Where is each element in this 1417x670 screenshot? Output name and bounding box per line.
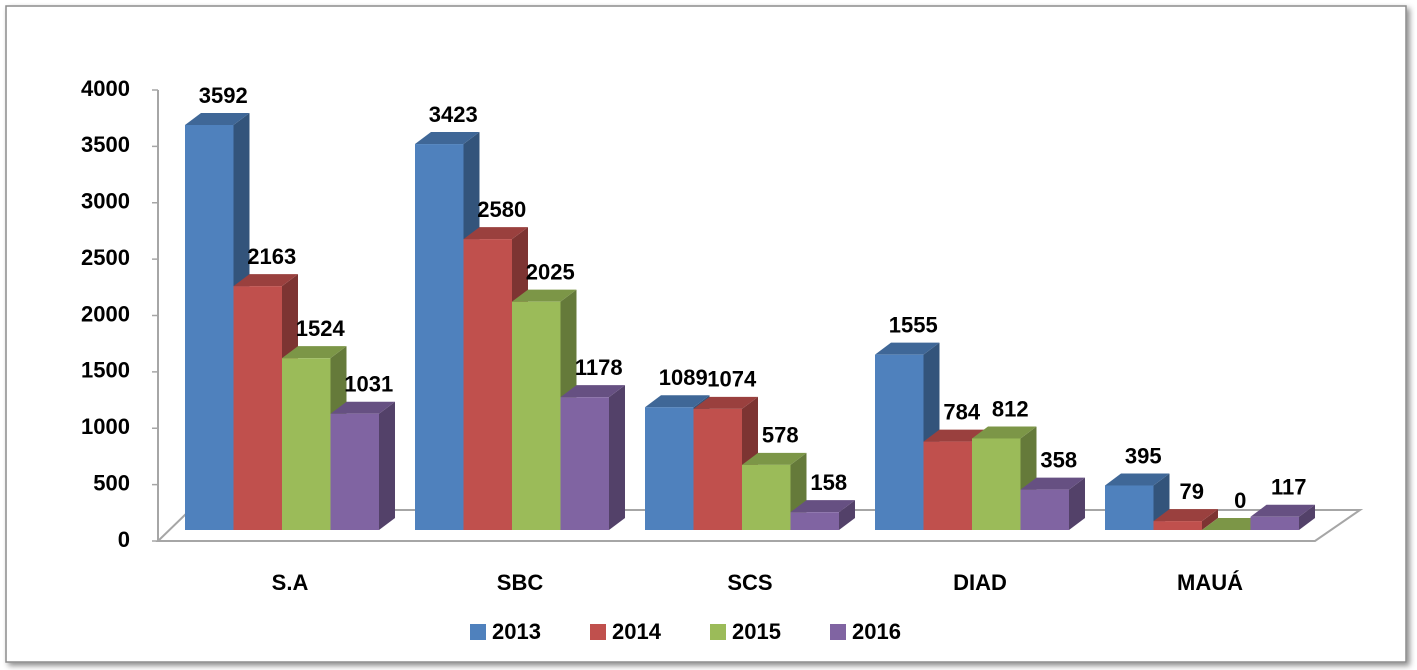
y-tick-label: 0	[118, 527, 130, 552]
bar	[463, 239, 512, 531]
y-tick-label: 2000	[81, 301, 130, 326]
bar	[1153, 521, 1202, 530]
bar	[330, 413, 379, 530]
y-tick-label: 4000	[81, 76, 130, 101]
x-tick-label: MAUÁ	[1177, 570, 1243, 595]
bar	[972, 438, 1021, 530]
legend-swatch	[590, 624, 606, 640]
bar-side	[379, 401, 395, 530]
bar	[233, 286, 282, 530]
bar	[875, 354, 924, 530]
data-label: 0	[1234, 488, 1246, 513]
y-tick-label: 2500	[81, 245, 130, 270]
x-tick-label: SCS	[727, 570, 772, 595]
data-label: 358	[1040, 447, 1077, 472]
bar-top	[875, 342, 940, 355]
bar-top	[415, 132, 480, 145]
x-tick-label: S.A	[272, 570, 309, 595]
bar	[1020, 489, 1069, 530]
legend-swatch	[710, 624, 726, 640]
data-label: 1178	[575, 355, 623, 380]
data-label: 2163	[247, 244, 296, 269]
legend-label: 2013	[492, 619, 541, 644]
data-label: 578	[762, 423, 799, 448]
bar-top	[790, 500, 855, 513]
data-label: 784	[943, 399, 980, 424]
legend-label: 2015	[732, 619, 781, 644]
data-label: 79	[1180, 479, 1204, 504]
bar	[1105, 485, 1154, 530]
bar	[282, 358, 331, 530]
bar-top	[742, 452, 807, 465]
y-tick-label: 1500	[81, 358, 130, 383]
data-label: 812	[992, 396, 1029, 421]
floor	[155, 509, 1364, 542]
bar-top	[1153, 509, 1218, 522]
bar-side	[1299, 504, 1315, 530]
data-label: 1089	[659, 365, 708, 390]
bar	[645, 407, 694, 530]
bar-top	[1202, 518, 1267, 530]
bar-top	[233, 274, 298, 287]
bar-side	[1202, 509, 1218, 530]
legend-swatch	[470, 624, 486, 640]
bar-top	[1105, 473, 1170, 486]
y-tick-label: 1000	[81, 414, 130, 439]
bar	[185, 125, 234, 530]
bar-top	[972, 426, 1037, 439]
bar-top	[645, 395, 710, 408]
y-tick-label: 3000	[81, 189, 130, 214]
y-tick-label: 3500	[81, 132, 130, 157]
bar-top	[282, 346, 347, 359]
bar-side	[839, 500, 855, 530]
bar-top	[693, 396, 758, 409]
legend-label: 2014	[612, 619, 662, 644]
bar	[693, 408, 742, 530]
bar-top	[1250, 504, 1315, 517]
bar-top	[512, 289, 577, 302]
bar	[790, 512, 839, 530]
bar-top	[923, 429, 988, 442]
legend-label: 2016	[852, 619, 901, 644]
legend-swatch	[830, 624, 846, 640]
bar-side	[1069, 477, 1085, 530]
x-tick-label: DIAD	[953, 570, 1007, 595]
bar-top	[1020, 477, 1085, 490]
data-label: 158	[810, 470, 847, 495]
bar-side	[609, 385, 625, 530]
bar	[560, 397, 609, 530]
data-label: 3423	[429, 102, 478, 127]
data-label: 2025	[526, 259, 575, 284]
bar-top	[185, 113, 250, 126]
bar	[1250, 516, 1299, 530]
bar-top	[463, 227, 528, 240]
bar	[923, 441, 972, 530]
data-label: 117	[1271, 475, 1307, 500]
bar	[512, 301, 561, 530]
data-label: 1031	[344, 372, 393, 397]
bar	[415, 144, 464, 530]
data-label: 1074	[707, 367, 757, 392]
data-label: 395	[1125, 443, 1162, 468]
data-label: 2580	[477, 197, 526, 222]
bar-top	[560, 385, 625, 398]
x-tick-label: SBC	[497, 570, 544, 595]
data-label: 1524	[296, 316, 346, 341]
data-label: 1555	[889, 312, 938, 337]
bar	[742, 464, 791, 530]
data-label: 3592	[199, 83, 248, 108]
bar-top	[330, 401, 395, 414]
y-tick-label: 500	[93, 470, 130, 495]
